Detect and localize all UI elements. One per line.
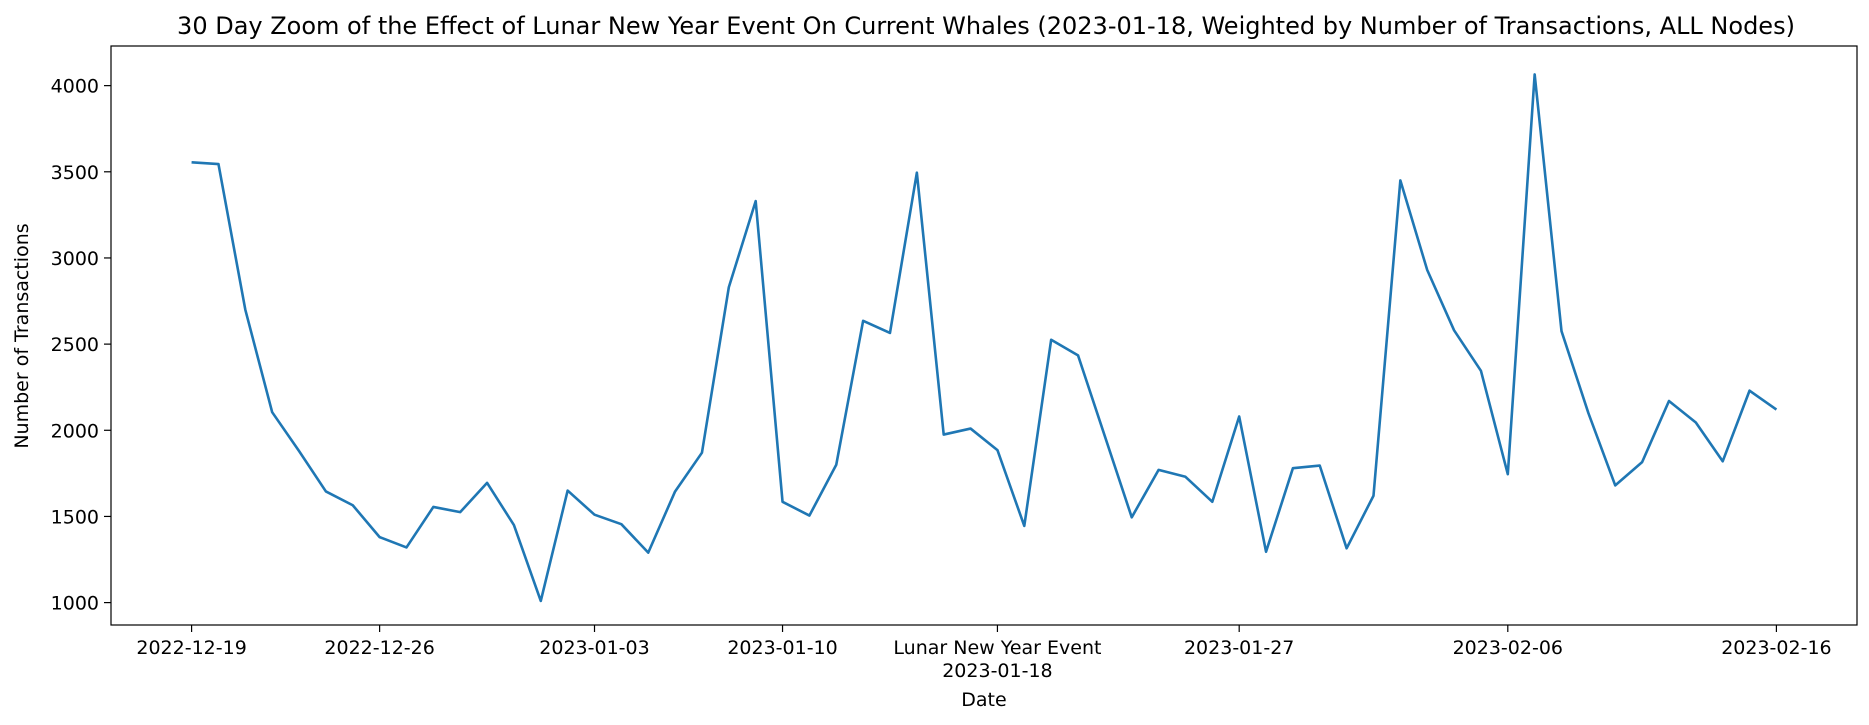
x-tick-label: 2023-01-27: [1184, 637, 1294, 659]
y-tick-label: 1500: [51, 506, 99, 528]
y-tick-label: 4000: [51, 76, 99, 98]
chart-title: 30 Day Zoom of the Effect of Lunar New Y…: [177, 12, 1795, 40]
y-tick-label: 2500: [51, 334, 99, 356]
x-tick-label: 2022-12-19: [136, 637, 246, 659]
y-tick-label: 2000: [51, 420, 99, 442]
x-axis: 2022-12-19 2022-12-26 2023-01-03 2023-01-10…: [136, 625, 1832, 682]
x-tick-label: 2023-01-10: [727, 637, 837, 659]
x-tick-label: Lunar New Year Event: [893, 637, 1101, 659]
x-tick-label: 2023-01-03: [539, 637, 649, 659]
series-line: [191, 73, 1778, 603]
y-tick-label: 3500: [51, 162, 99, 184]
y-tick-label: 3000: [51, 248, 99, 270]
x-tick-label: 2023-02-16: [1721, 637, 1831, 659]
series-group: [191, 73, 1778, 603]
x-tick-label: 2022-12-26: [324, 637, 434, 659]
plot-area: [110, 45, 1858, 626]
y-axis-label: Number of Transactions: [11, 223, 33, 448]
y-tick-label: 1000: [51, 593, 99, 615]
y-axis: 1000 1500 2000 2500 3000 3500 4000: [51, 76, 111, 615]
x-axis-label: Date: [961, 689, 1006, 711]
x-tick-label: 2023-02-06: [1453, 637, 1563, 659]
x-tick-label: 2023-01-18: [942, 660, 1052, 682]
